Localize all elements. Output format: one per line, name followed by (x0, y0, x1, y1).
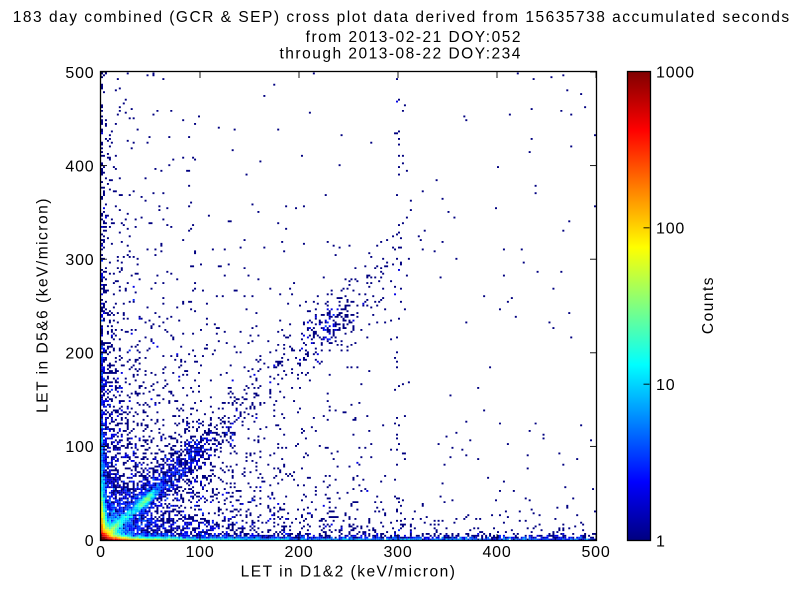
svg-text:100: 100 (656, 221, 685, 238)
svg-text:183 day combined (GCR & SEP) c: 183 day combined (GCR & SEP) cross plot … (13, 9, 791, 26)
svg-text:300: 300 (383, 544, 412, 561)
svg-text:from 2013-02-21 DOY:052: from 2013-02-21 DOY:052 (306, 29, 522, 46)
svg-text:Counts: Counts (700, 276, 717, 334)
svg-text:100: 100 (65, 439, 94, 456)
svg-text:500: 500 (581, 544, 610, 561)
svg-text:through 2013-08-22 DOY:234: through 2013-08-22 DOY:234 (280, 45, 522, 62)
svg-text:10: 10 (656, 377, 675, 394)
svg-text:400: 400 (65, 158, 94, 175)
svg-text:0: 0 (85, 533, 95, 550)
svg-text:100: 100 (185, 544, 214, 561)
svg-text:500: 500 (65, 65, 94, 82)
svg-text:200: 200 (284, 544, 313, 561)
svg-text:0: 0 (96, 544, 106, 561)
svg-text:300: 300 (65, 252, 94, 269)
svg-text:1: 1 (656, 533, 666, 550)
svg-text:LET in D5&6 (keV/micron): LET in D5&6 (keV/micron) (35, 197, 52, 413)
svg-text:400: 400 (482, 544, 511, 561)
svg-text:1000: 1000 (656, 64, 695, 81)
svg-text:LET in D1&2 (keV/micron): LET in D1&2 (keV/micron) (241, 563, 457, 580)
svg-text:200: 200 (65, 346, 94, 363)
